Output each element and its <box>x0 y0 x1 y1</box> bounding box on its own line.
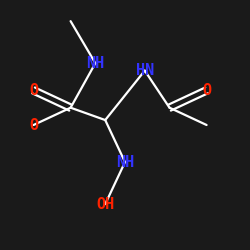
Text: O: O <box>29 83 38 98</box>
Text: O: O <box>29 118 38 132</box>
Text: NH: NH <box>86 56 104 71</box>
Text: OH: OH <box>96 196 114 212</box>
Text: NH: NH <box>116 154 134 170</box>
Text: O: O <box>202 83 211 98</box>
Text: HN: HN <box>136 63 154 78</box>
